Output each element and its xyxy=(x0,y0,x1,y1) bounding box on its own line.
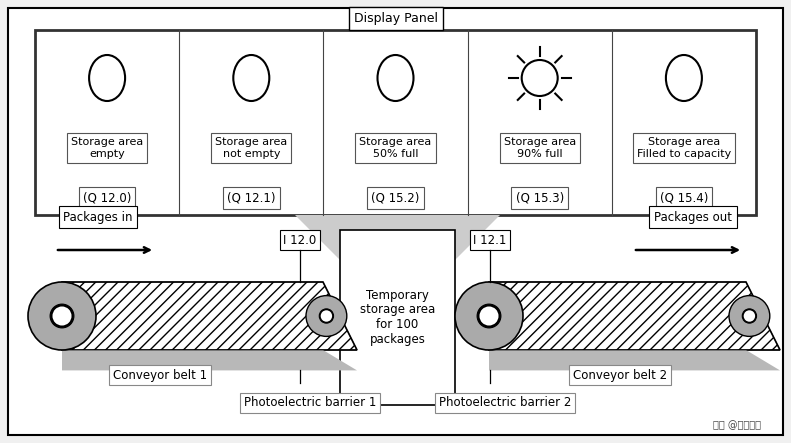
Text: Storage area
90% full: Storage area 90% full xyxy=(504,137,576,159)
Text: Packages in: Packages in xyxy=(63,210,133,224)
Text: (Q 12.0): (Q 12.0) xyxy=(83,191,131,205)
Text: Temporary
storage area
for 100
packages: Temporary storage area for 100 packages xyxy=(360,288,435,346)
Circle shape xyxy=(729,295,770,336)
Circle shape xyxy=(479,307,498,326)
Circle shape xyxy=(742,309,756,323)
Circle shape xyxy=(28,282,96,350)
Text: 头条 @荣久科技: 头条 @荣久科技 xyxy=(713,420,761,430)
Circle shape xyxy=(52,307,71,326)
Polygon shape xyxy=(62,350,357,370)
Circle shape xyxy=(320,310,332,322)
Circle shape xyxy=(477,304,501,328)
Text: (Q 12.1): (Q 12.1) xyxy=(227,191,275,205)
Text: Storage area
50% full: Storage area 50% full xyxy=(359,137,432,159)
Text: Conveyor belt 2: Conveyor belt 2 xyxy=(573,369,667,381)
Text: (Q 15.4): (Q 15.4) xyxy=(660,191,708,205)
Text: Packages out: Packages out xyxy=(654,210,732,224)
Polygon shape xyxy=(489,282,780,350)
Text: (Q 15.2): (Q 15.2) xyxy=(371,191,420,205)
Circle shape xyxy=(306,295,346,336)
Text: Storage area
not empty: Storage area not empty xyxy=(215,137,287,159)
Text: I 12.1: I 12.1 xyxy=(473,233,507,246)
Text: Storage area
empty: Storage area empty xyxy=(71,137,143,159)
Polygon shape xyxy=(489,350,780,370)
Text: (Q 15.3): (Q 15.3) xyxy=(516,191,564,205)
Text: Photoelectric barrier 2: Photoelectric barrier 2 xyxy=(439,396,571,409)
Text: I 12.0: I 12.0 xyxy=(283,233,316,246)
Bar xyxy=(35,30,756,215)
Text: Photoelectric barrier 1: Photoelectric barrier 1 xyxy=(244,396,377,409)
Text: Storage area
Filled to capacity: Storage area Filled to capacity xyxy=(637,137,731,159)
Polygon shape xyxy=(295,215,500,260)
Circle shape xyxy=(50,304,74,328)
Text: Conveyor belt 1: Conveyor belt 1 xyxy=(113,369,207,381)
Text: Display Panel: Display Panel xyxy=(354,12,437,24)
Polygon shape xyxy=(62,282,357,350)
Circle shape xyxy=(320,309,334,323)
Circle shape xyxy=(744,310,755,322)
Circle shape xyxy=(455,282,523,350)
Bar xyxy=(340,230,455,405)
